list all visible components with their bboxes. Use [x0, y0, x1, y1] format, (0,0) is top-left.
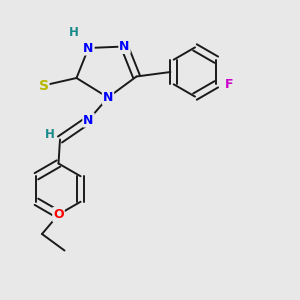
Text: N: N	[103, 91, 113, 104]
Text: F: F	[225, 78, 234, 91]
Text: O: O	[53, 208, 64, 221]
Text: S: S	[38, 79, 49, 92]
Text: N: N	[119, 40, 130, 53]
Text: N: N	[83, 113, 94, 127]
Text: H: H	[69, 26, 78, 40]
Text: N: N	[83, 41, 94, 55]
Text: H: H	[45, 128, 54, 142]
